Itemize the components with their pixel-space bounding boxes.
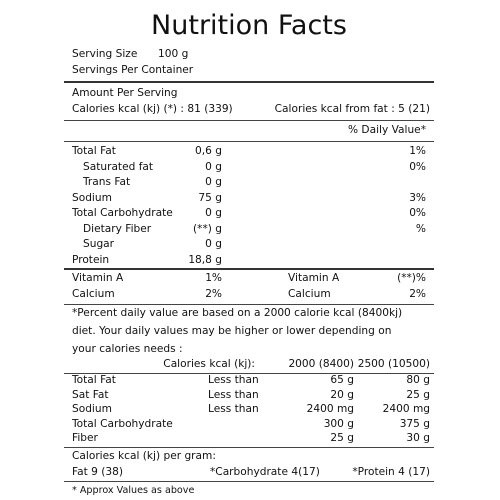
- reference-value-2000: 65 g: [330, 374, 354, 386]
- reference-value-2500: 25 g: [406, 388, 430, 401]
- divider: [64, 373, 434, 374]
- reference-value-2000: 300 g: [323, 417, 354, 430]
- nutrient-daily-value: 0%: [409, 207, 426, 219]
- reference-col1-header: 2000 (8400): [288, 358, 354, 370]
- reference-value-2500: 375 g: [399, 417, 430, 430]
- nutrient-name: Protein: [72, 253, 110, 266]
- nutrient-daily-value: 1%: [409, 145, 426, 157]
- divider: [64, 120, 434, 121]
- footnote-line: your calories needs :: [72, 343, 183, 355]
- reference-value-2000: 20 g: [330, 388, 354, 401]
- nutrient-amount: 0 g: [205, 238, 222, 250]
- nutrition-facts-panel: Nutrition Facts Serving Size 100 g Servi…: [64, 8, 434, 496]
- calories-label: Calories kcal (kj) (*) : 81 (339): [72, 103, 233, 115]
- calories-per-gram-carbohydrate: *Carbohydrate 4(17): [210, 466, 320, 478]
- vitamin-a-value-2: (**)%: [397, 272, 426, 284]
- nutrient-name: Total Fat: [72, 145, 116, 157]
- nutrient-amount: 0 g: [205, 207, 222, 219]
- nutrient-name: Sodium: [72, 191, 112, 204]
- reference-value-2000: 25 g: [330, 432, 354, 445]
- nutrient-amount: 0 g: [205, 176, 222, 188]
- divider: [64, 268, 434, 270]
- divider: [64, 141, 434, 142]
- vitamin-a-label-2: Vitamin A: [288, 272, 340, 284]
- divider: [64, 481, 434, 482]
- divider: [64, 447, 434, 448]
- divider: [64, 304, 434, 305]
- nutrient-amount: (**) g: [193, 222, 222, 235]
- nutrient-amount: 0,6 g: [195, 145, 222, 157]
- reference-nutrient-name: Total Fat: [72, 374, 116, 386]
- reference-qualifier: Less than: [208, 374, 259, 386]
- nutrient-name: Total Carbohydrate: [72, 207, 173, 219]
- reference-nutrient-name: Sat Fat: [72, 388, 109, 401]
- divider: [64, 81, 434, 83]
- calories-per-gram-label: Calories kcal (kj) per gram:: [72, 450, 216, 462]
- nutrient-daily-value: 3%: [409, 191, 426, 204]
- calories-from-fat-label: Calories kcal from fat : 5 (21): [274, 103, 430, 115]
- calcium-label-2: Calcium: [288, 288, 331, 300]
- calories-per-gram-fat: Fat 9 (38): [72, 466, 123, 478]
- approx-values-note: * Approx Values as above: [72, 485, 195, 496]
- nutrient-amount: 75 g: [198, 191, 222, 204]
- servings-per-container-label: Servings Per Container: [72, 64, 194, 76]
- vitamin-a-value: 1%: [205, 272, 222, 284]
- amount-per-serving-header: Amount Per Serving: [72, 87, 178, 99]
- reference-value-2500: 2400 mg: [382, 403, 430, 416]
- nutrient-name: Trans Fat: [83, 176, 131, 188]
- nutrient-name: Saturated fat: [83, 160, 154, 173]
- calories-per-gram-protein: *Protein 4 (17): [352, 466, 430, 478]
- reference-col2-header: 2500 (10500): [357, 358, 430, 370]
- reference-value-2500: 80 g: [406, 374, 430, 386]
- nutrient-amount: 0 g: [205, 160, 222, 173]
- nutrient-amount: 18,8 g: [188, 253, 222, 266]
- reference-qualifier: Less than: [208, 403, 259, 416]
- calcium-label: Calcium: [72, 288, 115, 300]
- reference-nutrient-name: Sodium: [72, 403, 112, 416]
- nutrient-name: Sugar: [83, 238, 115, 250]
- reference-nutrient-name: Total Carbohydrate: [72, 417, 173, 430]
- reference-calories-label: Calories kcal (kj):: [163, 358, 255, 370]
- daily-value-header: % Daily Value*: [348, 124, 426, 136]
- reference-qualifier: Less than: [208, 388, 259, 401]
- footnote-line: *Percent daily value are based on a 2000…: [72, 307, 403, 319]
- reference-nutrient-name: Fiber: [72, 432, 98, 445]
- calcium-value-2: 2%: [409, 288, 426, 300]
- calcium-value: 2%: [205, 288, 222, 300]
- reference-value-2500: 30 g: [406, 432, 430, 445]
- nutrient-daily-value: %: [415, 222, 426, 235]
- reference-value-2000: 2400 mg: [306, 403, 354, 416]
- serving-size-label: Serving Size: [72, 48, 138, 60]
- footnote-line: diet. Your daily values may be higher or…: [72, 325, 392, 337]
- nutrient-daily-value: 0%: [409, 160, 426, 173]
- serving-size-value: 100 g: [158, 48, 189, 60]
- nutrient-name: Dietary Fiber: [83, 222, 152, 235]
- nutrition-facts-title: Nutrition Facts: [151, 10, 347, 41]
- vitamin-a-label: Vitamin A: [72, 272, 124, 284]
